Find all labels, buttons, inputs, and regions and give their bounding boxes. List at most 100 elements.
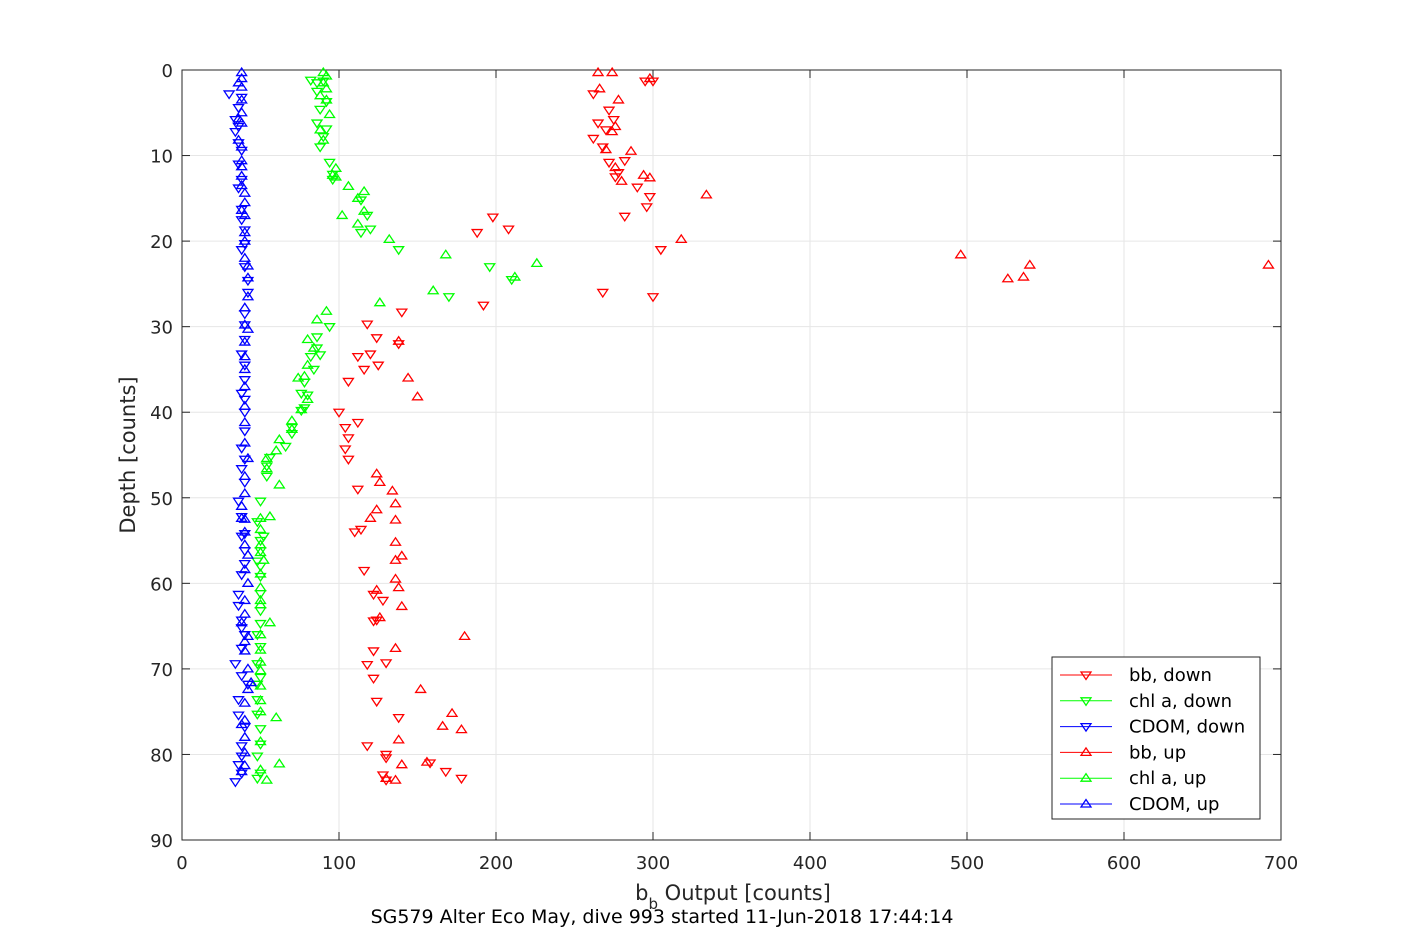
data-point (235, 179, 248, 190)
data-point (260, 472, 273, 483)
data-point (222, 90, 236, 100)
data-point (235, 617, 248, 627)
data-point (235, 246, 248, 256)
data-point (229, 127, 242, 138)
legend-label: CDOM, down (1129, 717, 1245, 738)
data-point (235, 444, 248, 454)
data-point (235, 571, 248, 581)
data-point (235, 500, 248, 510)
data-point (241, 260, 255, 270)
legend-marker (1079, 722, 1093, 733)
y-tick-label: 70 (150, 660, 173, 681)
data-point (364, 225, 377, 235)
data-point (238, 731, 252, 741)
data-point (317, 133, 330, 143)
data-point (313, 351, 327, 361)
data-point (335, 209, 349, 220)
data-point (285, 429, 299, 440)
legend-label: chl a, up (1129, 768, 1206, 789)
data-point (1262, 259, 1275, 269)
data-point (389, 514, 402, 524)
data-point (285, 423, 299, 433)
data-point (313, 143, 327, 153)
data-point (320, 94, 333, 104)
data-point (301, 359, 314, 369)
data-point (241, 549, 255, 559)
data-point (411, 391, 424, 401)
data-point (254, 619, 267, 630)
data-point (675, 233, 688, 244)
data-point (615, 175, 628, 185)
data-point (291, 372, 305, 382)
data-point (251, 752, 264, 762)
data-point (643, 172, 657, 182)
data-point (370, 334, 383, 344)
data-point (232, 122, 245, 133)
x-axis-ticks: 0 100 200 300 400 500 600 700 (176, 70, 1298, 874)
data-point (254, 764, 267, 774)
data-point (307, 342, 321, 352)
data-point (370, 697, 383, 708)
data-point (605, 125, 619, 136)
data-point (643, 72, 657, 83)
data-point (263, 453, 277, 464)
legend-label: CDOM, up (1129, 794, 1219, 815)
data-point (587, 134, 600, 145)
data-point (298, 370, 311, 380)
x-axis-label: bb Output [counts] (635, 881, 831, 913)
data-point (395, 550, 409, 560)
data-point (1023, 259, 1037, 269)
data-point (486, 213, 500, 223)
legend-marker (1079, 772, 1093, 782)
data-point (238, 376, 252, 386)
data-point (254, 568, 267, 578)
data-point (238, 645, 252, 655)
data-point (235, 718, 248, 729)
data-point (700, 189, 713, 199)
data-point (260, 463, 273, 473)
data-point (342, 434, 355, 444)
data-point (229, 115, 242, 126)
data-point (254, 735, 267, 746)
data-point (301, 333, 314, 344)
data-point (232, 601, 245, 612)
data-point (232, 761, 245, 771)
data-point (320, 125, 333, 135)
data-point (313, 124, 327, 134)
data-point (238, 608, 252, 618)
data-point (235, 161, 248, 171)
data-point (609, 161, 622, 172)
data-point (235, 117, 248, 127)
data-point (379, 754, 393, 764)
data-point (609, 120, 622, 131)
x-tick-label: 300 (636, 853, 670, 874)
data-point (640, 203, 653, 213)
x-axis-label-rest: Output [counts] (658, 881, 831, 905)
data-point (238, 336, 252, 346)
data-point (612, 94, 625, 104)
data-point (238, 427, 252, 437)
data-point (395, 600, 409, 611)
data-point (351, 418, 365, 429)
data-point (354, 525, 368, 536)
y-tick-label: 10 (150, 147, 173, 168)
data-point (238, 235, 252, 245)
legend-label: bb, down (1129, 665, 1212, 686)
data-point (342, 377, 355, 388)
data-point (591, 66, 605, 77)
data-point (263, 617, 277, 627)
x-tick-label: 700 (1264, 853, 1298, 874)
data-point (269, 711, 283, 722)
y-tick-label: 0 (162, 61, 173, 82)
data-point (624, 145, 638, 155)
data-point (323, 158, 336, 169)
data-point (618, 157, 631, 167)
legend-marker (1079, 671, 1093, 681)
data-point (332, 408, 346, 418)
data-point (310, 333, 324, 343)
data-point (235, 155, 248, 165)
data-point (379, 659, 393, 669)
data-point (238, 455, 252, 465)
data-point (254, 705, 267, 716)
data-point (351, 218, 365, 228)
